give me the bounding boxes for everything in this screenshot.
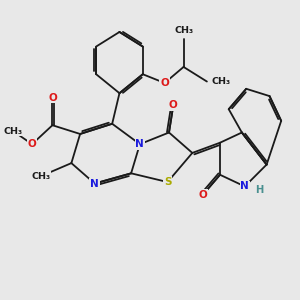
Text: H: H: [255, 185, 263, 195]
Text: O: O: [28, 139, 36, 149]
Text: S: S: [164, 177, 171, 187]
Text: N: N: [240, 182, 249, 191]
Text: CH₃: CH₃: [174, 26, 193, 35]
Text: O: O: [169, 100, 178, 110]
Text: CH₃: CH₃: [31, 172, 50, 181]
Text: CH₃: CH₃: [211, 77, 230, 86]
Text: N: N: [136, 139, 144, 149]
Text: O: O: [160, 78, 169, 88]
Text: O: O: [48, 92, 57, 103]
Text: O: O: [198, 190, 207, 200]
Text: CH₃: CH₃: [4, 127, 23, 136]
Text: N: N: [90, 178, 99, 188]
